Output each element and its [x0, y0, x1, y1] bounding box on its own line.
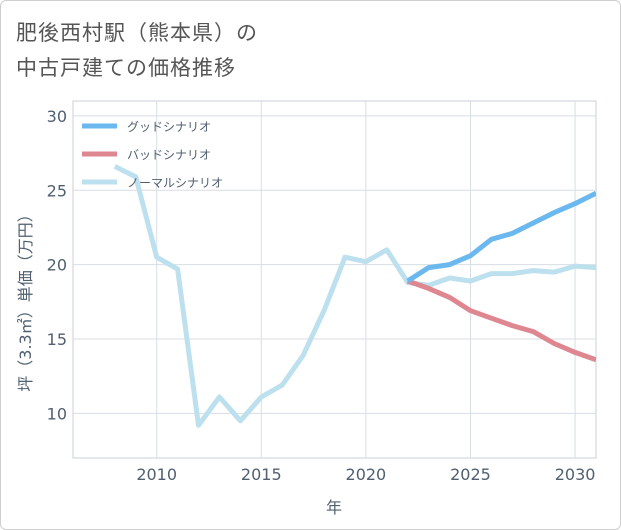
series-lines — [113, 164, 596, 428]
chart-title: 肥後西村駅（熊本県）の 中古戸建ての価格推移 — [16, 16, 258, 86]
x-tick-label: 2020 — [346, 465, 387, 484]
y-tick-label: 10 — [47, 404, 67, 423]
x-tick-label: 2030 — [555, 465, 596, 484]
y-axis-title: 坪（3.3㎡）単価（万円） — [16, 206, 35, 391]
x-tick-label: 2015 — [241, 465, 282, 484]
y-tick-label: 25 — [47, 181, 67, 200]
chart-title-line-1: 肥後西村駅（熊本県）の — [16, 21, 258, 45]
x-tick-label: 2025 — [450, 465, 491, 484]
series-line-2 — [406, 278, 596, 363]
legend-label: グッドシナリオ — [127, 120, 211, 134]
y-tick-label: 20 — [47, 256, 67, 275]
y-tick-label: 30 — [47, 107, 67, 126]
legend-label: ノーマルシナリオ — [127, 176, 223, 190]
x-axis-title: 年 — [326, 498, 342, 517]
chart-title-line-2: 中古戸建ての価格推移 — [16, 56, 236, 80]
y-tick-label: 15 — [47, 330, 67, 349]
series-line-1 — [406, 190, 596, 284]
legend-label: バッドシナリオ — [127, 148, 211, 162]
x-tick-label: 2010 — [136, 465, 177, 484]
series-line-3 — [113, 164, 596, 428]
